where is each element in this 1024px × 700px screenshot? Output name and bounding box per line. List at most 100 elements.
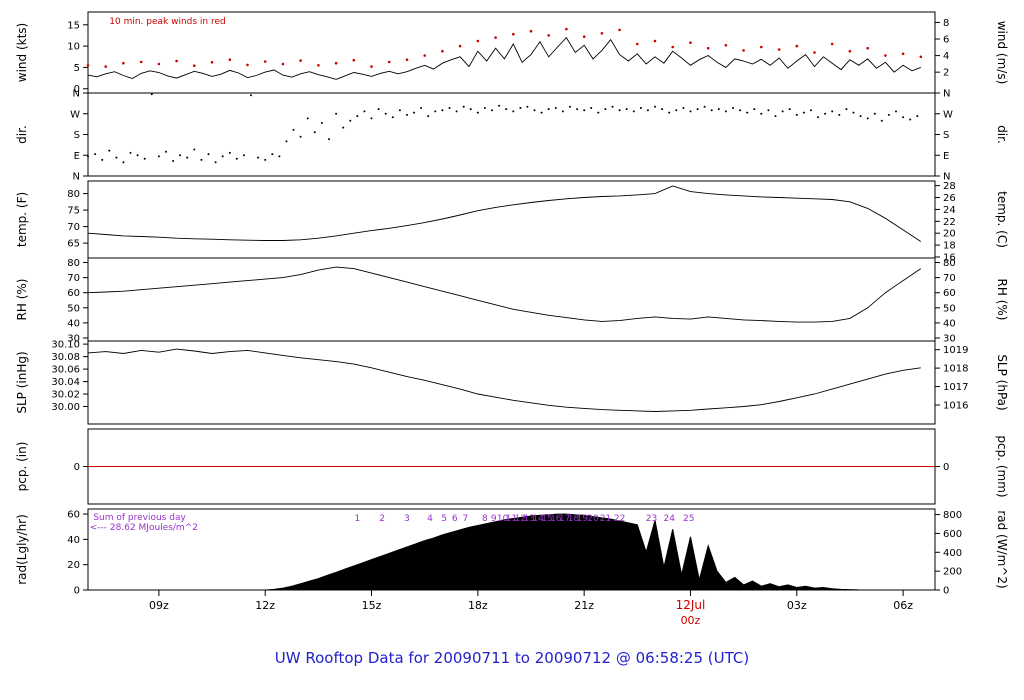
svg-text:6: 6 — [452, 514, 458, 524]
svg-text:8: 8 — [943, 18, 949, 29]
svg-text:20: 20 — [67, 560, 80, 571]
series-solar_rad_lyhr — [265, 513, 868, 591]
svg-text:15: 15 — [541, 514, 552, 524]
overlay-note: Sum of previous day — [93, 513, 186, 523]
series-slp_inhg — [87, 348, 921, 412]
svg-text:0: 0 — [74, 84, 80, 95]
svg-text:13: 13 — [523, 514, 534, 524]
overlay-note: 10 min. peak winds in red — [109, 17, 226, 27]
svg-text:60: 60 — [943, 288, 956, 299]
svg-text:10: 10 — [67, 42, 80, 53]
svg-text:22: 22 — [943, 217, 956, 228]
svg-text:N: N — [73, 89, 80, 100]
svg-text:6: 6 — [943, 35, 949, 46]
svg-text:15: 15 — [67, 20, 80, 31]
left-ticks-temp: 65 70 75 80 — [67, 189, 88, 250]
svg-text:14: 14 — [532, 514, 544, 524]
right-ticks-rad: 0 200 400 600 800 — [935, 510, 962, 597]
svg-text:24: 24 — [943, 205, 956, 216]
left-ticks-pcp: 0 — [74, 462, 88, 473]
left-ticks-wind: 0 5 10 15 — [67, 20, 88, 95]
x-tick-label: 06z — [893, 599, 913, 612]
svg-text:1: 1 — [354, 514, 360, 524]
svg-text:20: 20 — [587, 514, 599, 524]
panel-border-slp — [87, 340, 936, 425]
svg-text:80: 80 — [943, 258, 956, 269]
svg-text:1018: 1018 — [943, 364, 968, 375]
svg-text:E: E — [74, 151, 80, 162]
svg-text:18: 18 — [568, 514, 580, 524]
axis-label-left-rh: RH (%) — [15, 279, 29, 321]
svg-text:1016: 1016 — [943, 401, 968, 412]
series-wind_dir_deg — [87, 93, 919, 164]
svg-text:30: 30 — [943, 333, 956, 344]
svg-text:40: 40 — [943, 318, 956, 329]
svg-text:18: 18 — [943, 241, 956, 252]
svg-text:N: N — [943, 172, 950, 183]
panel-border-rh — [87, 257, 936, 342]
svg-text:40: 40 — [67, 535, 80, 546]
svg-text:23: 23 — [646, 514, 657, 524]
svg-text:12: 12 — [515, 514, 526, 524]
svg-text:30.10: 30.10 — [51, 340, 80, 351]
svg-text:E: E — [943, 151, 949, 162]
svg-text:9: 9 — [491, 514, 497, 524]
axis-label-right-slp: SLP (hPa) — [995, 354, 1009, 410]
axis-label-right-dir: dir. — [995, 125, 1009, 144]
svg-text:24: 24 — [663, 514, 675, 524]
svg-text:50: 50 — [943, 303, 956, 314]
svg-text:26: 26 — [943, 193, 956, 204]
svg-text:S: S — [74, 130, 80, 141]
svg-text:400: 400 — [943, 548, 962, 559]
x-tick-label: 12z — [255, 599, 275, 612]
svg-text:2: 2 — [943, 68, 949, 79]
svg-text:30.04: 30.04 — [51, 377, 80, 388]
axis-label-right-rh: RH (%) — [995, 279, 1009, 321]
series-peak_wind_kts — [86, 27, 923, 68]
svg-text:17: 17 — [559, 514, 570, 524]
panel-wind: 0 5 10 15 2 4 6 8 wind (kts) wind (m/s) 10 min. pe… — [15, 11, 1009, 95]
svg-text:N: N — [943, 89, 950, 100]
svg-text:16: 16 — [550, 514, 562, 524]
x-tick-label-2: 00z — [681, 614, 701, 627]
svg-text:S: S — [943, 130, 949, 141]
axis-label-right-wind: wind (m/s) — [995, 21, 1009, 85]
svg-text:4: 4 — [427, 514, 433, 524]
svg-text:16: 16 — [943, 252, 956, 263]
panel-slp: 30.0030.0230.0430.0630.0830.101016101710… — [15, 340, 1009, 425]
axis-label-left-pcp: pcp. (in) — [15, 442, 29, 492]
axis-label-left-dir: dir. — [15, 125, 29, 144]
svg-text:50: 50 — [67, 303, 80, 314]
svg-text:75: 75 — [67, 206, 80, 217]
svg-text:25: 25 — [683, 514, 694, 524]
svg-text:11: 11 — [506, 514, 517, 524]
axis-label-right-temp: temp. (C) — [995, 191, 1009, 248]
x-tick-label: 21z — [574, 599, 594, 612]
svg-text:0: 0 — [74, 586, 80, 597]
svg-text:80: 80 — [67, 189, 80, 200]
chart-title: UW Rooftop Data for 20090711 to 20090712… — [274, 649, 750, 667]
axis-label-left-slp: SLP (inHg) — [15, 351, 29, 413]
svg-text:70: 70 — [67, 273, 80, 284]
series-avg_wind_kts — [87, 36, 921, 80]
x-tick-label: 12Jul — [676, 598, 706, 612]
axis-label-left-temp: temp. (F) — [15, 192, 29, 247]
right-ticks-rh: 30 40 50 60 70 80 — [935, 258, 956, 344]
svg-text:0: 0 — [74, 462, 80, 473]
right-ticks-pcp: 0 — [935, 462, 949, 473]
svg-text:W: W — [70, 109, 80, 120]
series-temp_f — [87, 185, 922, 242]
svg-text:40: 40 — [67, 318, 80, 329]
series-rh_pct — [87, 266, 922, 323]
panel-rh: 30 40 50 60 70 80 30 40 50 60 70 80 RH (%) RH (%) — [15, 257, 1009, 344]
svg-text:W: W — [943, 109, 953, 120]
svg-text:28: 28 — [943, 181, 956, 192]
